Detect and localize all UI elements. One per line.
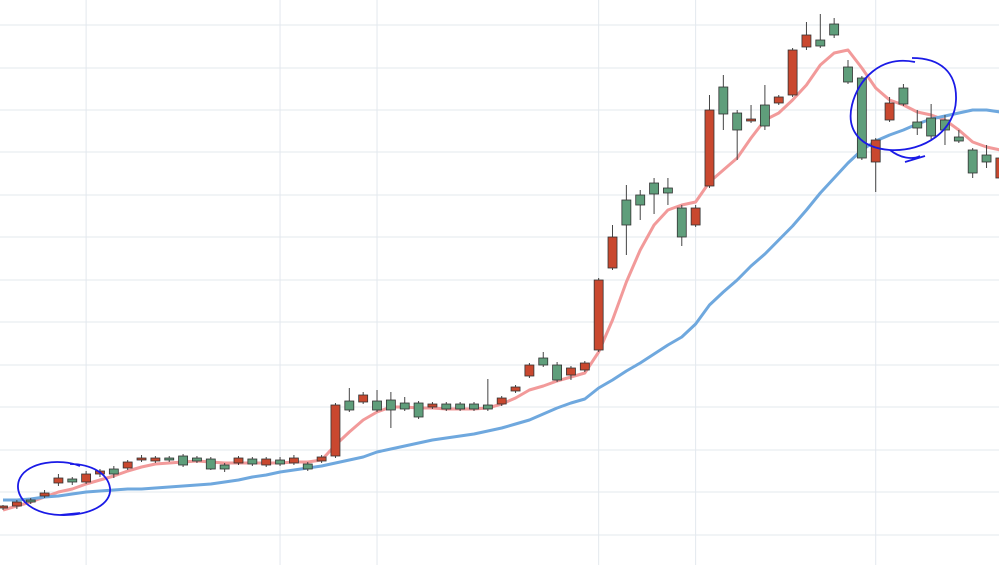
candle-body: [441, 403, 452, 410]
candle-body: [690, 207, 701, 226]
candle-body: [801, 34, 812, 48]
candle-body: [829, 23, 840, 36]
candle-body: [898, 87, 909, 105]
candles: [0, 14, 999, 510]
candle-body: [843, 66, 853, 83]
candle-body: [344, 400, 355, 411]
candle-body: [746, 118, 756, 122]
candle-body: [205, 458, 216, 470]
candle-body: [0, 505, 8, 509]
candle-body: [995, 157, 999, 179]
candle-body: [358, 394, 369, 403]
candle-body: [953, 136, 964, 142]
candle-body: [649, 182, 659, 195]
candle-body: [164, 457, 175, 461]
candle-body: [136, 457, 147, 461]
candle-body: [67, 478, 78, 483]
candle-body: [967, 149, 978, 174]
candle-body: [413, 402, 424, 418]
candle-body: [759, 104, 770, 127]
candle-body: [510, 386, 521, 392]
candle-body: [372, 400, 382, 411]
candle-body: [233, 457, 244, 464]
candle-body: [607, 236, 618, 269]
candle-body: [289, 457, 299, 464]
candle-body: [469, 403, 479, 410]
candle-body: [787, 49, 798, 96]
candle-body: [39, 492, 50, 497]
candle-body: [856, 77, 867, 159]
candle-body: [732, 112, 743, 131]
candle-body: [663, 187, 673, 194]
candle-body: [815, 39, 826, 47]
candle-body: [482, 404, 493, 410]
candle-body: [718, 86, 729, 115]
candle-body: [538, 357, 549, 366]
candle-body: [219, 464, 230, 470]
candle-body: [108, 468, 119, 475]
candle-body: [621, 199, 632, 226]
candle-body: [11, 501, 22, 507]
candle-body: [884, 102, 895, 121]
candle-body: [455, 403, 466, 410]
candle-body: [275, 459, 285, 465]
candle-body: [247, 458, 258, 465]
candle-body: [981, 154, 992, 163]
moving-average-line: [3, 108, 999, 502]
candle-body: [496, 397, 507, 405]
candle-body: [912, 121, 923, 129]
candle-body: [192, 457, 202, 462]
candle-body: [593, 279, 604, 351]
annotation-circle: [849, 57, 957, 163]
candle-body: [676, 207, 687, 238]
candle-body: [773, 96, 784, 104]
candle-body: [122, 461, 133, 469]
annotations: [17, 57, 957, 516]
candle-body: [635, 194, 646, 206]
candle-body: [261, 458, 272, 466]
candle-body: [150, 457, 161, 462]
candle-body: [524, 364, 535, 377]
candle-body: [81, 473, 92, 483]
candle-body: [53, 477, 64, 484]
candle-body: [25, 499, 36, 503]
candle-body: [566, 367, 576, 376]
candle-body: [704, 109, 715, 187]
candle-body: [330, 404, 341, 457]
candle-body: [579, 362, 590, 371]
annotation-circle: [17, 461, 111, 516]
candle-body: [926, 117, 937, 137]
candle-body: [385, 399, 396, 411]
candle-body: [178, 455, 188, 466]
candle-body: [302, 463, 313, 470]
candle-body: [940, 119, 950, 131]
candle-body: [399, 402, 410, 410]
candle-body: [427, 403, 438, 408]
candle-body: [316, 456, 327, 462]
candle-body: [552, 364, 563, 381]
candle-body: [870, 139, 881, 163]
